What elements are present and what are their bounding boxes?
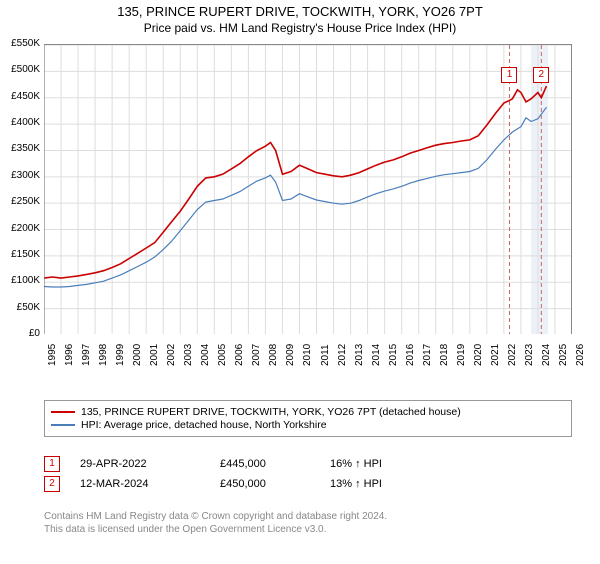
x-tick-label: 2004	[200, 344, 211, 366]
chart-area: £0£50K£100K£150K£200K£250K£300K£350K£400…	[44, 44, 572, 364]
x-tick-label: 2007	[251, 344, 262, 366]
y-tick-label: £500K	[0, 64, 40, 75]
y-tick-label: £450K	[0, 91, 40, 102]
x-tick-label: 2015	[388, 344, 399, 366]
chart-marker-1: 1	[501, 67, 517, 83]
x-tick-label: 2001	[149, 344, 160, 366]
x-tick-label: 1995	[47, 344, 58, 366]
annotation-table: 1 29-APR-2022£445,00016% ↑ HPI 2 12-MAR-202…	[44, 452, 572, 496]
annotation-row-1: 1 29-APR-2022£445,00016% ↑ HPI	[44, 456, 572, 472]
x-tick-label: 2009	[285, 344, 296, 366]
x-tick-label: 2000	[132, 344, 143, 366]
x-tick-label: 2026	[575, 344, 586, 366]
chart-container: 135, PRINCE RUPERT DRIVE, TOCKWITH, YORK…	[0, 4, 600, 564]
y-tick-label: £250K	[0, 196, 40, 207]
plot-svg	[44, 44, 572, 334]
x-tick-label: 2002	[166, 344, 177, 366]
annotation-delta: 13% ↑ HPI	[330, 478, 450, 490]
x-tick-label: 2011	[320, 344, 331, 366]
y-tick-label: £400K	[0, 117, 40, 128]
chart-subtitle: Price paid vs. HM Land Registry's House …	[0, 21, 600, 35]
annotation-date: 29-APR-2022	[80, 458, 220, 470]
y-tick-label: £0	[0, 328, 40, 339]
x-tick-label: 2013	[354, 344, 365, 366]
footer: Contains HM Land Registry data © Crown c…	[44, 510, 387, 536]
x-tick-label: 1997	[81, 344, 92, 366]
legend-row-property: 135, PRINCE RUPERT DRIVE, TOCKWITH, YORK…	[51, 406, 565, 418]
annotation-price: £445,000	[220, 458, 330, 470]
annotation-marker-2: 2	[44, 476, 60, 492]
y-tick-label: £100K	[0, 275, 40, 286]
x-tick-label: 2003	[183, 344, 194, 366]
x-tick-label: 2010	[302, 344, 313, 366]
legend-label-property: 135, PRINCE RUPERT DRIVE, TOCKWITH, YORK…	[81, 406, 461, 418]
x-tick-label: 2025	[558, 344, 569, 366]
x-tick-label: 2024	[541, 344, 552, 366]
y-tick-label: £50K	[0, 302, 40, 313]
y-tick-label: £550K	[0, 38, 40, 49]
x-tick-label: 2014	[371, 344, 382, 366]
y-tick-label: £200K	[0, 223, 40, 234]
footer-line-2: This data is licensed under the Open Gov…	[44, 523, 387, 536]
x-tick-label: 2006	[234, 344, 245, 366]
x-tick-label: 2020	[473, 344, 484, 366]
y-tick-label: £300K	[0, 170, 40, 181]
x-tick-label: 1998	[98, 344, 109, 366]
x-tick-label: 2016	[405, 344, 416, 366]
annotation-row-2: 2 12-MAR-2024£450,00013% ↑ HPI	[44, 476, 572, 492]
chart-title: 135, PRINCE RUPERT DRIVE, TOCKWITH, YORK…	[0, 4, 600, 19]
x-tick-label: 2018	[439, 344, 450, 366]
x-tick-label: 2017	[422, 344, 433, 366]
annotation-price: £450,000	[220, 478, 330, 490]
footer-line-1: Contains HM Land Registry data © Crown c…	[44, 510, 387, 523]
x-tick-label: 2022	[507, 344, 518, 366]
x-tick-label: 2012	[337, 344, 348, 366]
chart-marker-2: 2	[533, 67, 549, 83]
x-tick-label: 2019	[456, 344, 467, 366]
x-tick-label: 2021	[490, 344, 501, 366]
x-tick-label: 1999	[115, 344, 126, 366]
x-tick-label: 1996	[64, 344, 75, 366]
annotation-delta: 16% ↑ HPI	[330, 458, 450, 470]
legend: 135, PRINCE RUPERT DRIVE, TOCKWITH, YORK…	[44, 400, 572, 437]
legend-label-hpi: HPI: Average price, detached house, Nort…	[81, 419, 327, 431]
y-tick-label: £350K	[0, 143, 40, 154]
x-tick-label: 2023	[524, 344, 535, 366]
y-tick-label: £150K	[0, 249, 40, 260]
x-tick-label: 2005	[217, 344, 228, 366]
legend-swatch-hpi	[51, 424, 75, 426]
annotation-date: 12-MAR-2024	[80, 478, 220, 490]
x-tick-label: 2008	[268, 344, 279, 366]
annotation-marker-1: 1	[44, 456, 60, 472]
legend-row-hpi: HPI: Average price, detached house, Nort…	[51, 419, 565, 431]
legend-swatch-property	[51, 411, 75, 413]
